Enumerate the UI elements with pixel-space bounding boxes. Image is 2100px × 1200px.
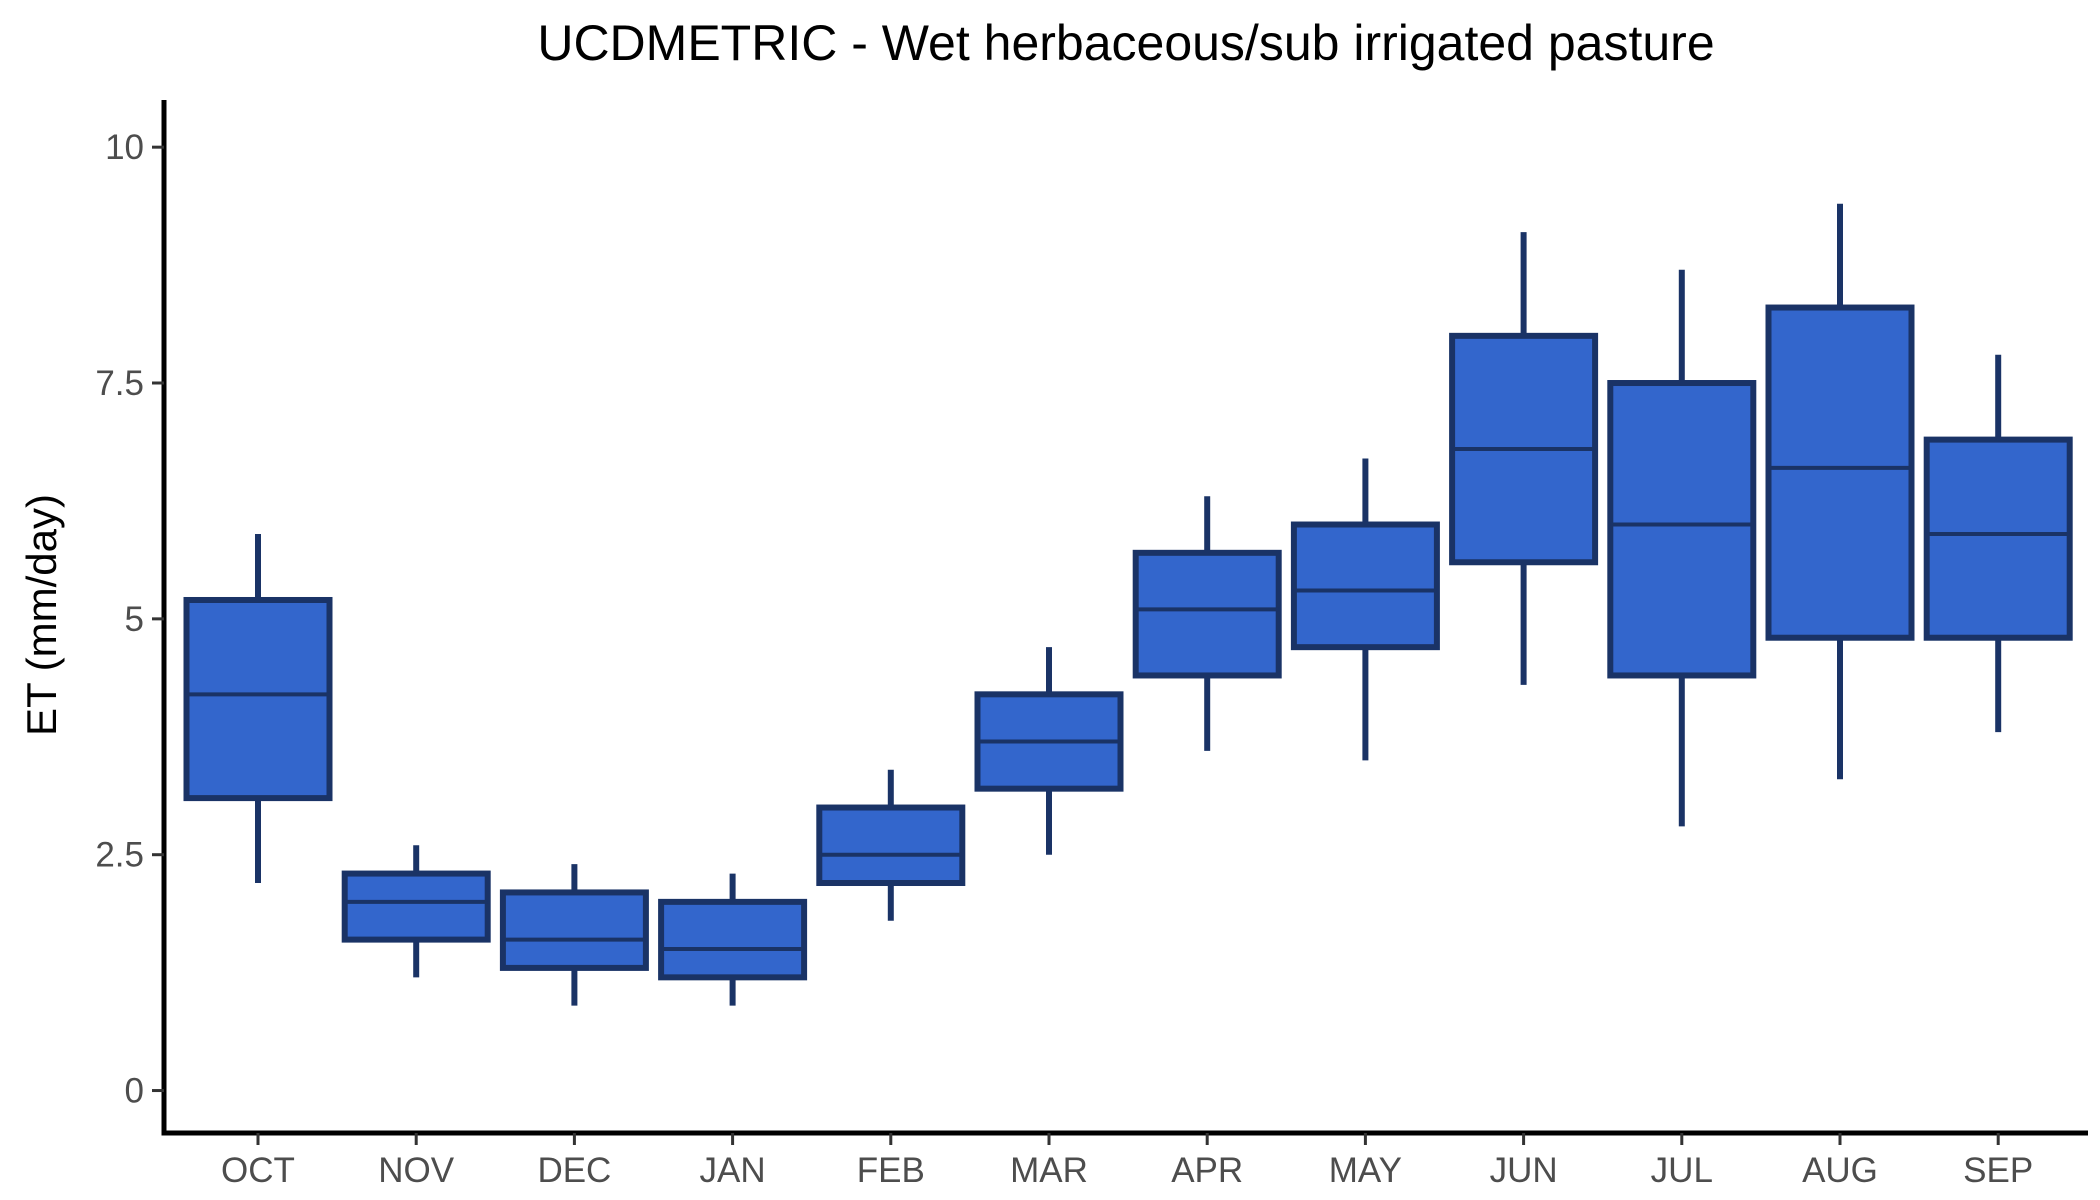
x-tick-label: JAN — [700, 1151, 766, 1190]
y-axis: 0 2.5 5 7.5 10 — [95, 100, 167, 1136]
x-tick-label: OCT — [221, 1151, 295, 1190]
box-body-may — [1290, 521, 1440, 651]
x-tick-label: MAR — [1010, 1151, 1088, 1190]
y-tick-label: 7.5 — [95, 364, 144, 403]
x-tick-label: NOV — [378, 1151, 455, 1190]
box-may — [1290, 458, 1440, 761]
x-tick-label: AUG — [1802, 1151, 1878, 1190]
x-tick-label: FEB — [857, 1151, 925, 1190]
box-body-oct — [183, 596, 333, 802]
box-body-sep — [1923, 436, 2073, 641]
box-nov — [341, 845, 491, 978]
box-body-feb — [816, 804, 966, 887]
box-body-dec — [499, 889, 649, 971]
x-tick-label: MAY — [1329, 1151, 1402, 1190]
y-axis-title: ET (mm/day) — [18, 494, 65, 736]
y-tick-label: 10 — [105, 128, 144, 167]
x-axis: OCT NOV DEC JAN FEB MAR APR MAY JUN JUL AUG SEP — [161, 1130, 2088, 1190]
x-tick-label: JUL — [1651, 1151, 1713, 1190]
box-mar — [974, 647, 1124, 855]
x-tick-label: APR — [1171, 1151, 1243, 1190]
y-tick-label: 0 — [125, 1072, 144, 1111]
box-sep — [1923, 354, 2073, 733]
x-tick-label: SEP — [1963, 1151, 2033, 1190]
boxes-layer — [183, 203, 2073, 1006]
box-body-aug — [1765, 304, 1915, 641]
box-jun — [1449, 232, 1599, 685]
y-tick-label: 2.5 — [95, 836, 144, 875]
box-jul — [1607, 269, 1757, 827]
y-tick-label: 5 — [125, 600, 144, 639]
box-aug — [1765, 203, 1915, 780]
box-apr — [1132, 496, 1282, 751]
box-oct — [183, 533, 333, 884]
box-dec — [499, 864, 649, 1006]
x-tick-label: JUN — [1490, 1151, 1558, 1190]
box-jan — [658, 873, 808, 1006]
box-feb — [816, 769, 966, 921]
box-body-jul — [1607, 380, 1757, 679]
chart-title: UCDMETRIC - Wet herbaceous/sub irrigated… — [537, 15, 1714, 71]
box-body-nov — [341, 870, 491, 943]
x-tick-label: DEC — [537, 1151, 611, 1190]
box-body-apr — [1132, 549, 1282, 679]
box-body-jan — [658, 898, 808, 981]
